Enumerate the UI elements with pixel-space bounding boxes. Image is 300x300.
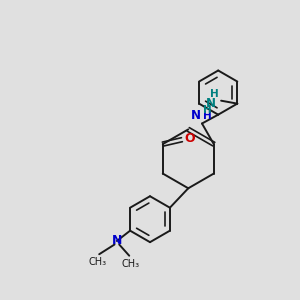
Text: N: N <box>206 97 216 110</box>
Text: CH₃: CH₃ <box>89 257 107 267</box>
Text: N: N <box>112 235 122 248</box>
Text: CH₃: CH₃ <box>122 259 140 269</box>
Text: H: H <box>203 111 212 121</box>
Text: H: H <box>203 104 212 115</box>
Text: N: N <box>190 109 200 122</box>
Text: O: O <box>184 132 195 145</box>
Text: H: H <box>210 89 219 99</box>
